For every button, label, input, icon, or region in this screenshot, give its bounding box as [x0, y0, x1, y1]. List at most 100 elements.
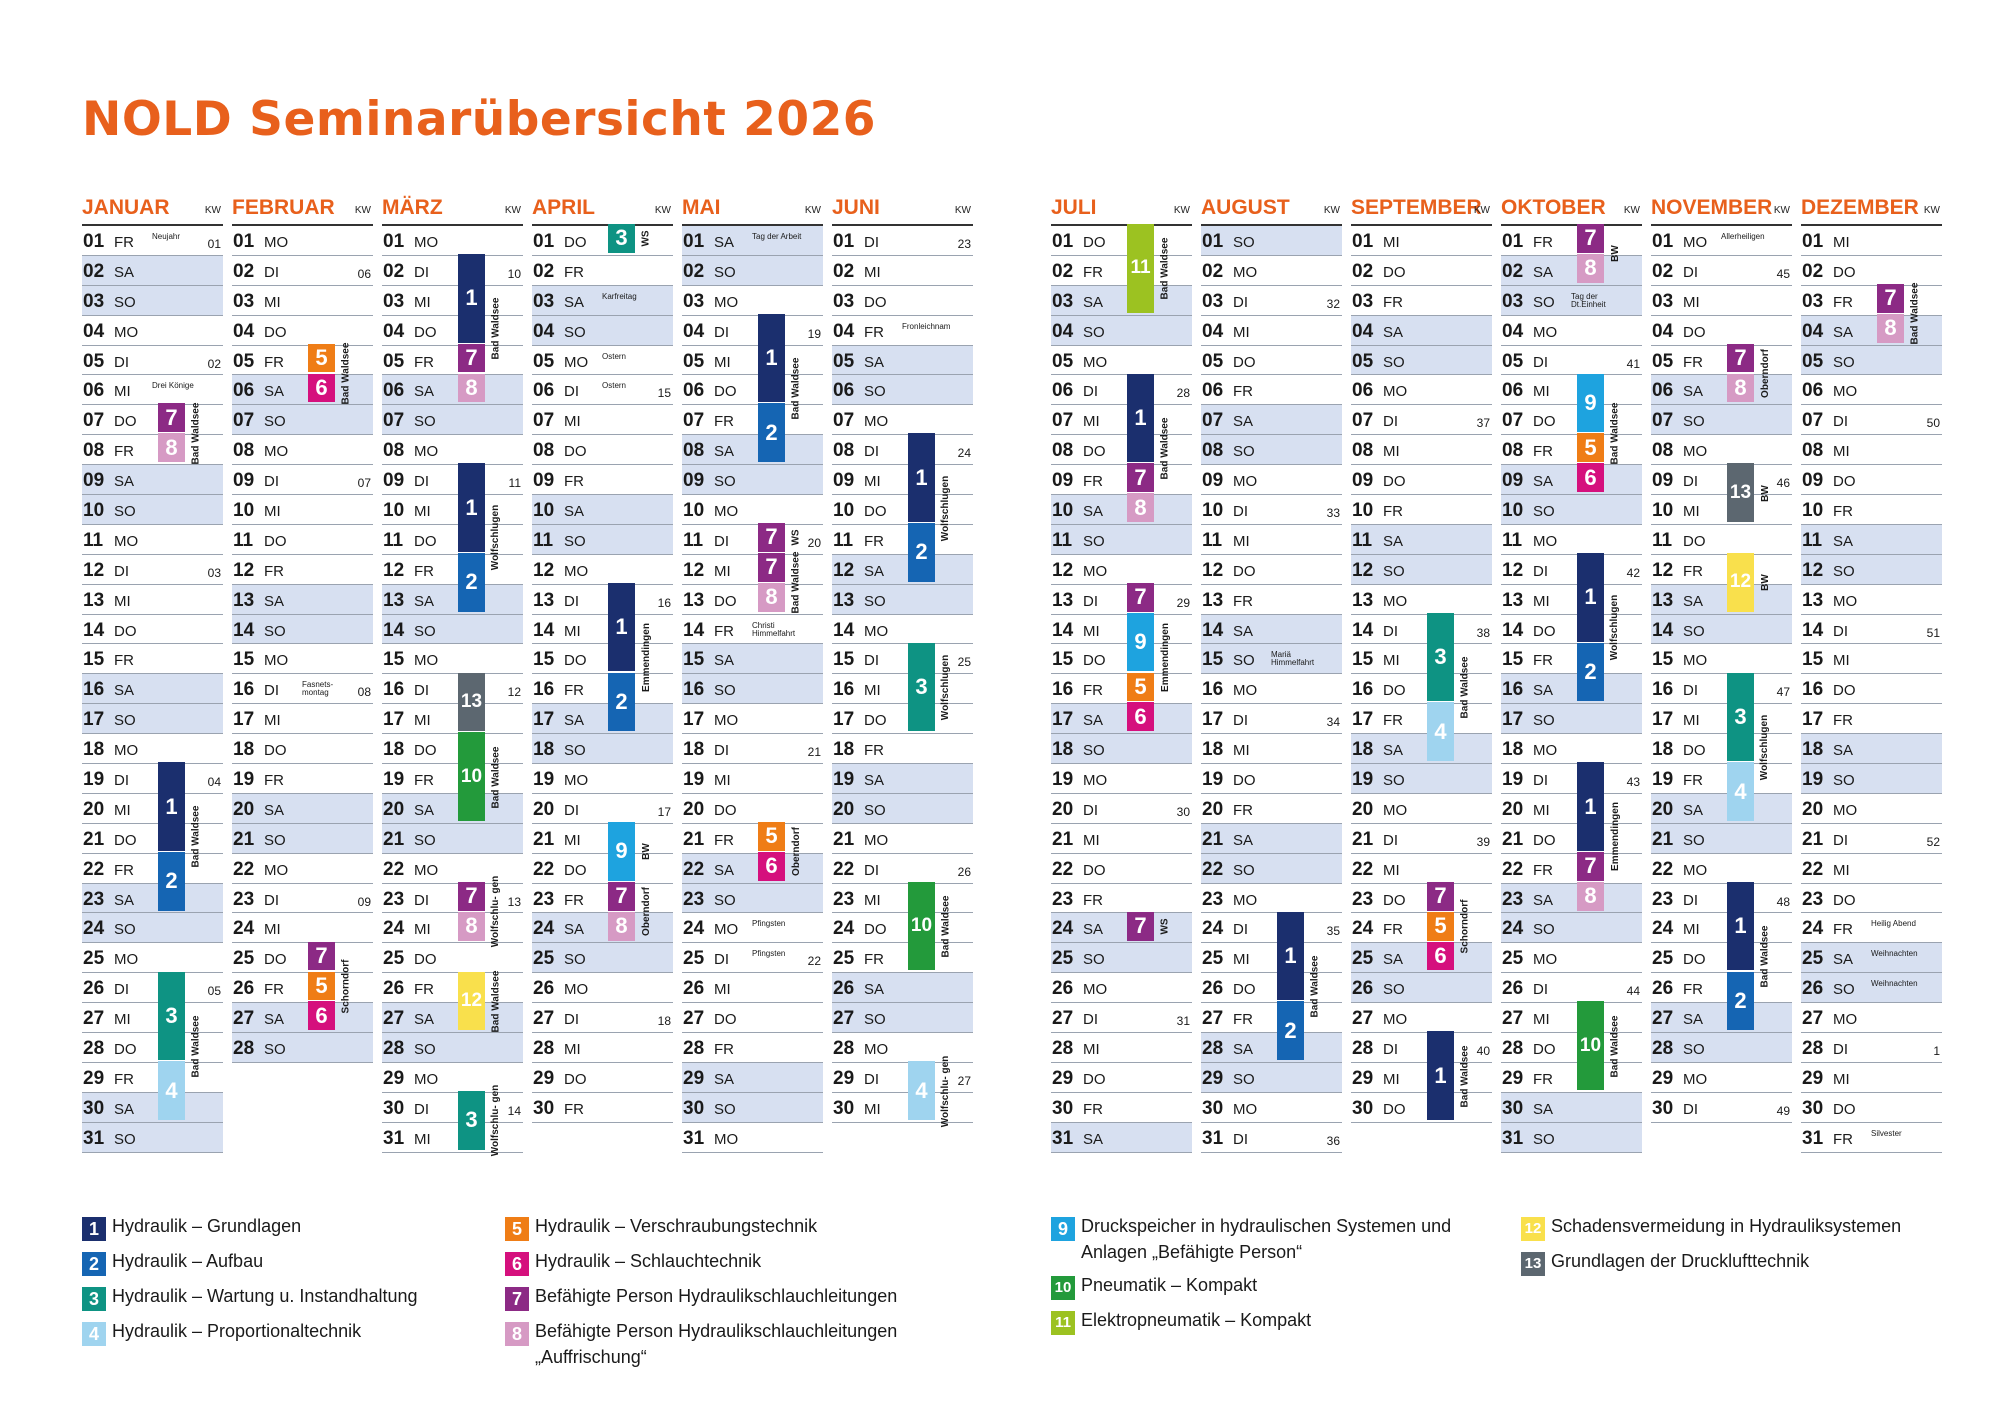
day-number: 14: [1802, 619, 1824, 641]
seminar-block[interactable]: 2: [608, 672, 635, 732]
seminar-block[interactable]: 6: [1427, 941, 1454, 971]
seminar-block[interactable]: 1: [1577, 762, 1604, 851]
seminar-block[interactable]: 2: [908, 523, 935, 582]
seminar-block[interactable]: 8: [1127, 493, 1154, 522]
day-number: 15: [1802, 649, 1824, 671]
seminar-block[interactable]: 7: [1427, 881, 1454, 911]
seminar-block[interactable]: 7: [158, 403, 185, 433]
seminar-block[interactable]: 6: [308, 1001, 335, 1031]
seminar-block[interactable]: 1: [1427, 1031, 1454, 1120]
day-row: 23 DI 09: [232, 884, 373, 914]
seminar-block[interactable]: 7: [1577, 224, 1604, 253]
day-number: 26: [1502, 978, 1524, 1000]
seminar-block[interactable]: 9: [608, 822, 635, 881]
seminar-block[interactable]: 7: [458, 881, 485, 911]
weekday: SA: [114, 473, 135, 491]
seminar-block[interactable]: 7: [1577, 851, 1604, 881]
seminar-block[interactable]: 8: [758, 582, 785, 612]
seminar-block[interactable]: 1: [458, 463, 485, 552]
seminar-block[interactable]: 7: [1127, 582, 1154, 612]
seminar-block[interactable]: 7: [758, 552, 785, 582]
seminar-block[interactable]: 1: [458, 253, 485, 343]
seminar-block[interactable]: 7: [758, 523, 785, 552]
weekday: SO: [1683, 413, 1705, 431]
seminar-block[interactable]: 7: [1127, 463, 1154, 493]
seminar-block[interactable]: 6: [1577, 463, 1604, 493]
weekday: SO: [1383, 981, 1405, 999]
seminar-block[interactable]: 2: [758, 403, 785, 463]
seminar-block[interactable]: 8: [458, 911, 485, 941]
seminar-block[interactable]: 7: [1127, 911, 1154, 941]
seminar-block[interactable]: 1: [608, 582, 635, 672]
day-number: 24: [833, 918, 855, 940]
seminar-block[interactable]: 4: [1727, 762, 1754, 821]
seminar-block[interactable]: 5: [1577, 433, 1604, 463]
seminar-block[interactable]: 10: [458, 732, 485, 821]
seminar-block[interactable]: 2: [1277, 1001, 1304, 1061]
day-row: 12 DI 42: [1501, 555, 1642, 585]
seminar-block[interactable]: 8: [1577, 253, 1604, 283]
seminar-block[interactable]: 7: [608, 881, 635, 911]
day-number: 15: [1502, 649, 1524, 671]
seminar-block[interactable]: 5: [1127, 672, 1154, 702]
seminar-block[interactable]: 5: [308, 971, 335, 1001]
day-number: 21: [383, 828, 405, 850]
seminar-block[interactable]: 3: [158, 971, 185, 1061]
day-row: 05 MO Ostern: [532, 346, 673, 376]
seminar-block[interactable]: 2: [158, 851, 185, 911]
day-number: 02: [1052, 260, 1074, 282]
seminar-block[interactable]: 2: [1727, 971, 1754, 1031]
seminar-block[interactable]: 8: [158, 433, 185, 463]
seminar-block[interactable]: 3: [458, 1091, 485, 1150]
seminar-block[interactable]: 1: [908, 433, 935, 522]
seminar-block[interactable]: 4: [158, 1061, 185, 1120]
seminar-block[interactable]: 8: [458, 373, 485, 403]
seminar-block[interactable]: 13: [458, 672, 485, 732]
seminar-block[interactable]: 13: [1727, 463, 1754, 522]
seminar-block[interactable]: 1: [758, 313, 785, 403]
seminar-block[interactable]: 6: [758, 851, 785, 881]
day-row: 05 MO: [1051, 346, 1192, 376]
seminar-block[interactable]: 12: [1727, 552, 1754, 612]
seminar-block[interactable]: 1: [1127, 373, 1154, 463]
seminar-block[interactable]: 8: [608, 911, 635, 941]
seminar-block[interactable]: 6: [308, 373, 335, 403]
day-number: 09: [383, 470, 405, 492]
seminar-block[interactable]: 8: [1727, 373, 1754, 403]
seminar-block[interactable]: 12: [458, 971, 485, 1031]
day-row: 04 MO: [1501, 316, 1642, 346]
seminar-block[interactable]: 1: [1277, 911, 1304, 1001]
seminar-block[interactable]: 4: [1427, 702, 1454, 762]
seminar-block[interactable]: 3: [608, 224, 635, 253]
seminar-block[interactable]: 7: [1727, 343, 1754, 373]
seminar-block[interactable]: 5: [1427, 911, 1454, 941]
seminar-block[interactable]: 9: [1577, 373, 1604, 433]
weekday: MO: [1233, 891, 1258, 909]
day-number: 26: [1052, 978, 1074, 1000]
seminar-block[interactable]: 6: [1127, 702, 1154, 732]
seminar-block[interactable]: 7: [1877, 283, 1904, 313]
seminar-block[interactable]: 5: [308, 343, 335, 373]
weekday: FR: [1233, 1011, 1253, 1029]
seminar-block[interactable]: 2: [1577, 642, 1604, 702]
seminar-block[interactable]: 4: [908, 1061, 935, 1120]
seminar-block[interactable]: 9: [1127, 612, 1154, 672]
seminar-block[interactable]: 3: [908, 642, 935, 732]
weekday: FR: [1083, 891, 1103, 909]
seminar-block[interactable]: 8: [1577, 881, 1604, 911]
seminar-block[interactable]: 11: [1127, 224, 1154, 313]
seminar-block[interactable]: 1: [1727, 881, 1754, 971]
seminar-block[interactable]: 5: [758, 822, 785, 851]
seminar-block[interactable]: 8: [1877, 313, 1904, 343]
seminar-block[interactable]: 1: [1577, 552, 1604, 642]
seminar-block[interactable]: 10: [908, 881, 935, 971]
seminar-block[interactable]: 7: [308, 941, 335, 971]
seminar-block[interactable]: 3: [1727, 672, 1754, 762]
weekday: DI: [1533, 353, 1548, 371]
seminar-block[interactable]: 3: [1427, 612, 1454, 702]
seminar-block[interactable]: 1: [158, 762, 185, 851]
seminar-block[interactable]: 2: [458, 552, 485, 612]
seminar-block[interactable]: 10: [1577, 1001, 1604, 1091]
seminar-block[interactable]: 7: [458, 343, 485, 373]
weekday: MI: [1083, 1041, 1100, 1059]
